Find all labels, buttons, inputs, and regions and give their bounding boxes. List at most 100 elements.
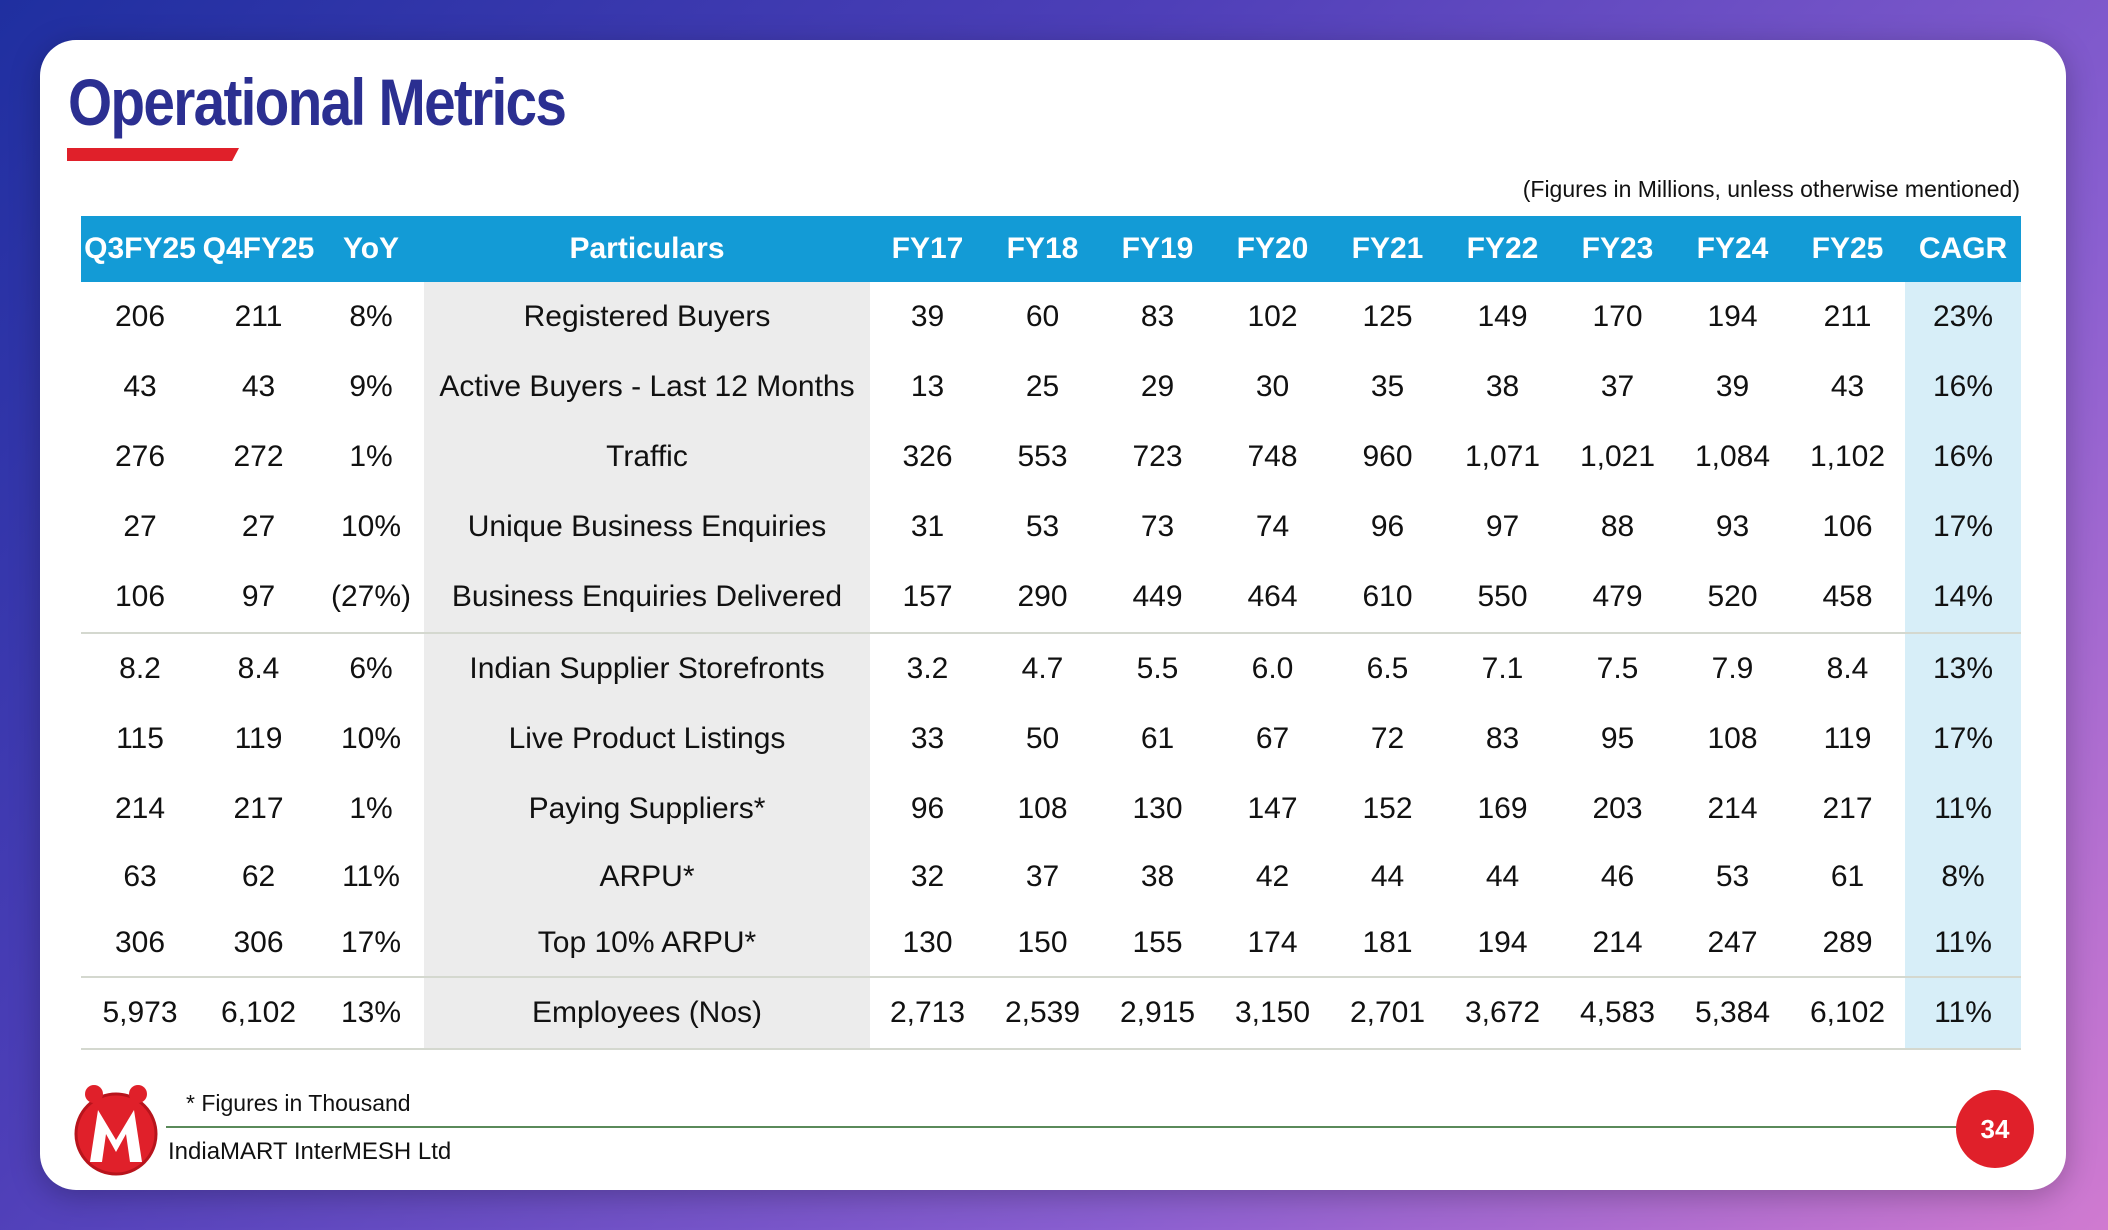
table-cell: 170 <box>1592 300 1643 333</box>
table-cell: 7.1 <box>1445 632 1560 704</box>
table-cell: 106 <box>1822 510 1873 543</box>
particulars-cell: Active Buyers - Last 12 Months <box>424 352 870 422</box>
table-cell: 181 <box>1362 926 1413 959</box>
table-cell: 83 <box>1485 722 1520 755</box>
table-cell: 17% <box>340 926 402 959</box>
table-cell: 13 <box>910 370 945 403</box>
table-cell: 464 <box>1247 580 1298 613</box>
table-cell: 8.4 <box>1790 632 1905 704</box>
table-cell: 306 <box>233 926 284 959</box>
table-cell: 194 <box>1707 300 1758 333</box>
table-cell: 95 <box>1600 722 1635 755</box>
table-cell: 169 <box>1477 792 1528 825</box>
table-cell: 25 <box>1025 370 1060 403</box>
table-cell: 2,701 <box>1330 976 1445 1050</box>
table-cell: 97 <box>1485 510 1520 543</box>
table-cell: 276 <box>114 440 166 473</box>
table-row: 214 217 1% Paying Suppliers* 96 108 130 147 152 1… <box>81 774 2021 844</box>
cagr-cell: 16% <box>1905 422 2021 492</box>
table-cell: 3,672 <box>1445 976 1560 1050</box>
table-cell: 42 <box>1255 860 1290 893</box>
table-cell: 306 <box>114 926 166 959</box>
table-cell: 115 <box>116 722 164 755</box>
table-cell: 74 <box>1255 510 1290 543</box>
table-cell: 31 <box>910 510 945 543</box>
table-cell: 1,102 <box>1809 440 1886 473</box>
particulars-cell: ARPU* <box>424 844 870 910</box>
table-cell: 63 <box>123 860 157 893</box>
table-cell: 9% <box>349 370 393 403</box>
table-cell: 53 <box>1025 510 1060 543</box>
header-fy21: FY21 <box>1330 216 1445 282</box>
table-cell: 11% <box>342 860 400 893</box>
particulars-cell: Registered Buyers <box>424 282 870 352</box>
table-cell: 150 <box>1017 926 1068 959</box>
table-cell: 43 <box>1830 370 1865 403</box>
table-cell: 6,102 <box>1790 976 1905 1050</box>
table-cell: 174 <box>1247 926 1298 959</box>
table-cell: 39 <box>910 300 945 333</box>
table-cell: 214 <box>1592 926 1643 959</box>
table-cell: 214 <box>114 792 166 825</box>
units-note: (Figures in Millions, unless otherwise m… <box>1522 176 2020 202</box>
table-cell: 5,973 <box>81 976 199 1050</box>
table-cell: 960 <box>1362 440 1413 473</box>
table-cell: 610 <box>1362 580 1413 613</box>
particulars-cell: Live Product Listings <box>424 704 870 774</box>
table-cell: 53 <box>1715 860 1750 893</box>
table-cell: 62 <box>241 860 276 893</box>
table-cell: 1% <box>349 792 393 825</box>
particulars-cell: Paying Suppliers* <box>424 774 870 844</box>
table-cell: 61 <box>1140 722 1175 755</box>
table-cell: 5.5 <box>1100 632 1215 704</box>
cagr-cell: 17% <box>1905 492 2021 562</box>
table-cell: 96 <box>910 792 945 825</box>
table-cell: 10% <box>340 722 402 755</box>
table-cell: 43 <box>241 370 276 403</box>
table-row: 63 62 11% ARPU* 32 37 38 42 44 44 46 53 61 8% <box>81 844 2021 910</box>
table-cell: 88 <box>1600 510 1635 543</box>
header-fy19: FY19 <box>1100 216 1215 282</box>
table-cell: 130 <box>902 926 953 959</box>
indiamart-logo-icon <box>68 1082 164 1178</box>
table-cell: 149 <box>1477 300 1528 333</box>
table-cell: 326 <box>902 440 953 473</box>
table-cell: 2,539 <box>985 976 1100 1050</box>
table-cell: 520 <box>1707 580 1758 613</box>
particulars-cell: Traffic <box>424 422 870 492</box>
header-fy23: FY23 <box>1560 216 1675 282</box>
table-cell: 3,150 <box>1215 976 1330 1050</box>
table-cell: 30 <box>1255 370 1290 403</box>
table-cell: 155 <box>1132 926 1183 959</box>
table-cell: 27 <box>123 510 157 543</box>
table-cell: 4,583 <box>1560 976 1675 1050</box>
particulars-cell: Business Enquiries Delivered <box>424 562 870 633</box>
table-cell: 157 <box>902 580 953 613</box>
table-cell: 96 <box>1370 510 1405 543</box>
table-cell: 3.2 <box>870 632 985 704</box>
table-cell: 38 <box>1485 370 1520 403</box>
header-fy18: FY18 <box>985 216 1100 282</box>
cagr-cell: 14% <box>1905 562 2021 633</box>
table-cell: 211 <box>234 300 283 333</box>
table-row: 43 43 9% Active Buyers - Last 12 Months 13 25… <box>81 352 2021 422</box>
footnote: * Figures in Thousand <box>186 1090 411 1116</box>
table-cell: 290 <box>1017 580 1068 613</box>
table-cell: 194 <box>1477 926 1528 959</box>
table-cell: 2,915 <box>1100 976 1215 1050</box>
table-cell: 27 <box>241 510 276 543</box>
table-cell: 449 <box>1132 580 1183 613</box>
table-cell: 6.0 <box>1215 632 1330 704</box>
table-cell: 10% <box>340 510 402 543</box>
table-cell: 147 <box>1247 792 1298 825</box>
particulars-cell: Employees (Nos) <box>424 976 870 1050</box>
table-cell: 1,071 <box>1464 440 1541 473</box>
table-cell: 119 <box>234 722 283 755</box>
header-fy22: FY22 <box>1445 216 1560 282</box>
table-cell: 8.4 <box>199 632 318 704</box>
table-cell: 723 <box>1132 440 1183 473</box>
table-cell: 1% <box>349 440 393 473</box>
cagr-cell: 11% <box>1905 774 2021 844</box>
table-cell: 272 <box>233 440 284 473</box>
cagr-cell: 11% <box>1905 976 2021 1050</box>
